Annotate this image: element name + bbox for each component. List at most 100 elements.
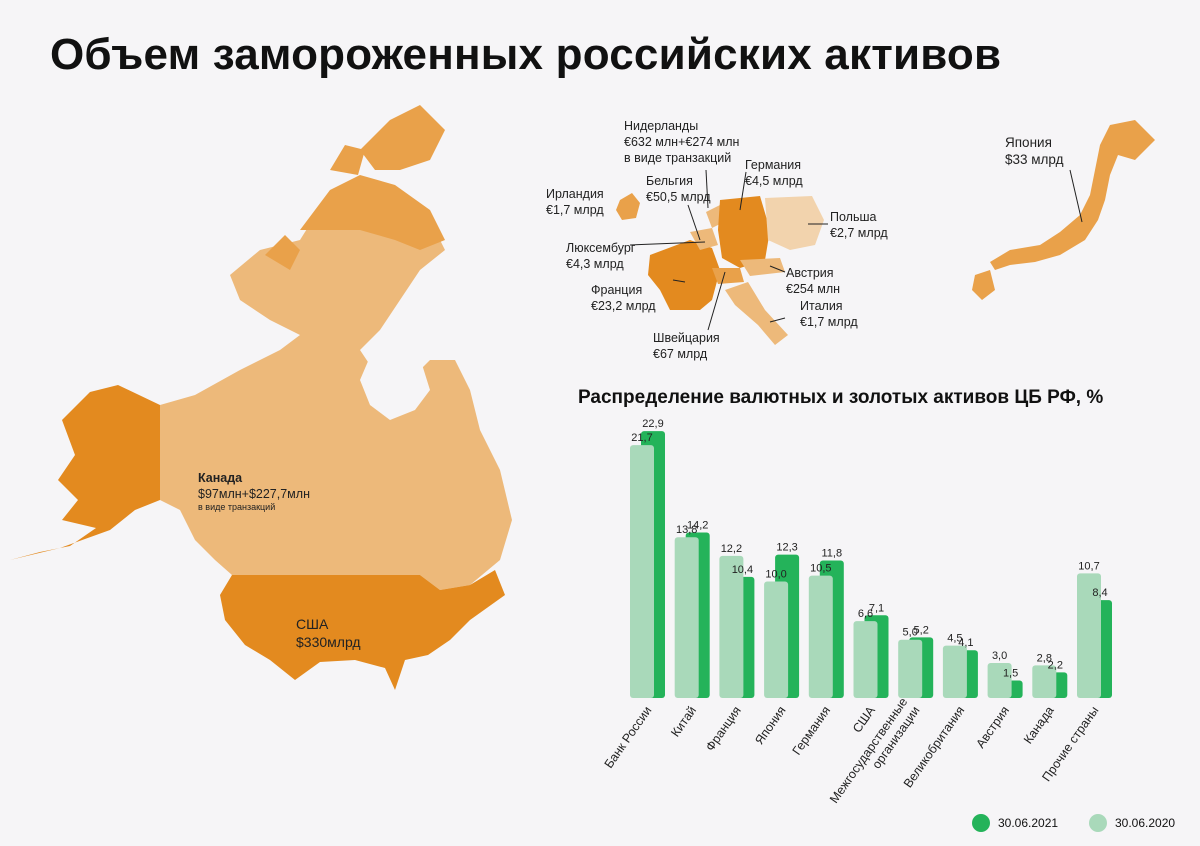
category-label-0: Банк России	[602, 704, 655, 771]
netherlands-note: в виде транзакций	[624, 151, 732, 165]
poland-value: €2,7 млрд	[830, 226, 888, 240]
canada-name: Канада	[198, 471, 243, 485]
value-label-2021-2: 12,2	[721, 543, 742, 555]
luxembourg-value: €4,3 млрд	[566, 257, 624, 271]
usa-shape	[220, 570, 505, 690]
austria-shape	[740, 258, 785, 276]
luxembourg-label: Люксембург €4,3 млрд	[566, 240, 635, 272]
bar-2021-0	[630, 445, 654, 698]
netherlands-value: €632 млн+€274 млн	[624, 135, 740, 149]
belgium-label: Бельгия €50,5 млрд	[646, 173, 711, 205]
category-label-2: Франция	[703, 704, 744, 754]
france-label: Франция €23,2 млрд	[591, 282, 656, 314]
ireland-label: Ирландия €1,7 млрд	[546, 186, 604, 218]
value-label-2021-7: 4,5	[947, 633, 962, 645]
value-label-2021-3: 10,0	[765, 568, 786, 580]
value-label-2020-5: 7,1	[869, 602, 884, 614]
canada-note: в виде транзакций	[198, 502, 276, 512]
usa-name: США	[296, 616, 329, 632]
italy-shape	[725, 282, 788, 345]
legend-2021-swatch	[972, 814, 990, 832]
germany-shape	[718, 196, 770, 268]
value-label-2021-0: 21,7	[631, 432, 652, 444]
value-label-2021-9: 2,8	[1037, 652, 1052, 664]
canada-shape	[160, 185, 512, 590]
value-label-2020-7: 4,1	[958, 637, 973, 649]
value-label-2021-1: 13,8	[676, 524, 697, 536]
bar-2021-1	[674, 537, 699, 698]
canada-value: $97млн+$227,7млн	[198, 487, 310, 501]
bar-2021-10	[1077, 573, 1101, 698]
switzerland-shape	[712, 268, 744, 284]
arctic-islands-shape	[300, 175, 445, 250]
value-label-2021-4: 10,5	[810, 563, 831, 575]
legend-2021: 30.06.2021	[972, 814, 1058, 832]
map-leader-lines	[629, 169, 1083, 331]
bar-2021-5	[853, 621, 878, 698]
switzerland-label: Швейцария €67 млрд	[653, 330, 720, 362]
arctic-island-3	[330, 145, 365, 175]
france-shape	[648, 240, 720, 310]
netherlands-label: Нидерланды €632 млн+€274 млн в виде тран…	[624, 118, 739, 166]
arctic-island-4	[265, 235, 300, 270]
alaska-shape	[10, 385, 160, 560]
austria-name: Австрия	[786, 266, 834, 280]
value-label-2020-2: 10,4	[732, 564, 753, 576]
north-america-map	[10, 105, 512, 690]
belgium-value: €50,5 млрд	[646, 190, 711, 204]
ireland-name: Ирландия	[546, 187, 604, 201]
legend-2021-label: 30.06.2021	[998, 816, 1059, 830]
belgium-lux-shape	[690, 228, 718, 250]
chart-title: Распределение валютных и золотых активов…	[578, 387, 1104, 408]
switzerland-name: Швейцария	[653, 331, 720, 345]
legend-2020: 30.06.2020	[1089, 814, 1175, 832]
france-value: €23,2 млрд	[591, 299, 656, 313]
germany-label: Германия €4,5 млрд	[745, 157, 803, 189]
value-label-2020-4: 11,8	[822, 548, 843, 560]
value-label-2020-10: 8,4	[1092, 587, 1107, 599]
ireland-value: €1,7 млрд	[546, 203, 604, 217]
bar-2021-6	[898, 639, 923, 698]
italy-value: €1,7 млрд	[800, 315, 858, 329]
austria-label: Австрия €254 млн	[786, 265, 840, 297]
bar-2021-3	[764, 581, 789, 698]
germany-name: Германия	[745, 158, 802, 172]
poland-name: Польша	[830, 210, 877, 224]
category-label-3: Япония	[752, 704, 788, 748]
value-label-2020-1: 14,2	[687, 520, 708, 532]
luxembourg-name: Люксембург	[566, 241, 636, 255]
value-label-2020-8: 1,5	[1003, 668, 1018, 680]
bar-2021-9	[1032, 665, 1057, 698]
bar-2021-7	[942, 645, 967, 698]
netherlands-name: Нидерланды	[624, 119, 699, 133]
value-label-2020-3: 12,3	[776, 542, 797, 554]
france-name: Франция	[591, 283, 643, 297]
bar-2021-8	[987, 663, 1012, 698]
italy-name: Италия	[800, 299, 843, 313]
category-label-9: Канада	[1021, 704, 1057, 747]
canada-label: Канада $97млн+$227,7млн в виде транзакци…	[198, 470, 310, 513]
legend-2020-swatch	[1089, 814, 1107, 832]
ireland-shape	[616, 193, 640, 220]
usa-value: $330млрд	[296, 634, 361, 650]
belgium-name: Бельгия	[646, 174, 693, 188]
arctic-island-2	[360, 105, 445, 170]
japan-value: $33 млрд	[1005, 152, 1064, 167]
germany-value: €4,5 млрд	[745, 174, 803, 188]
category-label-8: Австрия	[973, 704, 1012, 751]
category-label-1: Китай	[668, 704, 699, 740]
bar-2021-4	[808, 575, 833, 698]
europe-map	[616, 193, 824, 345]
page-title: Объем замороженных российских активов	[50, 30, 1002, 79]
switzerland-value: €67 млрд	[653, 347, 708, 361]
value-label-2021-6: 5,0	[903, 627, 918, 639]
poland-label: Польша €2,7 млрд	[830, 209, 888, 241]
japan-map	[972, 120, 1155, 300]
usa-label: США $330млрд	[296, 615, 361, 651]
category-label-4: Германия	[790, 704, 834, 758]
bar-2021-2	[719, 555, 744, 698]
japan-name: Япония	[1005, 135, 1052, 150]
austria-value: €254 млн	[786, 282, 841, 296]
